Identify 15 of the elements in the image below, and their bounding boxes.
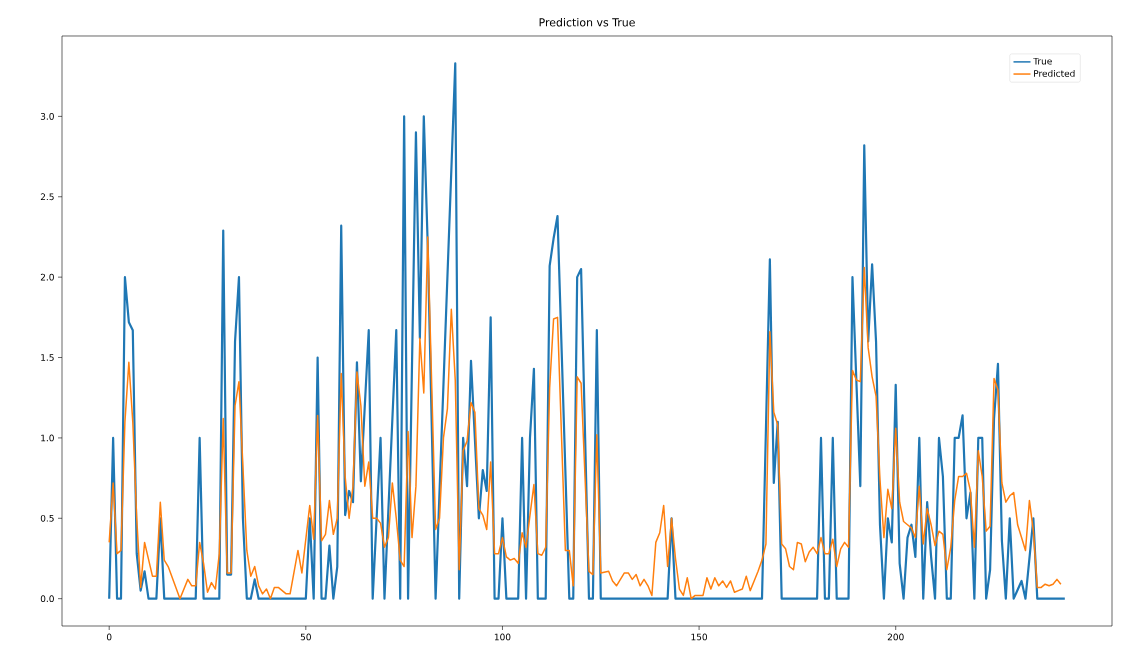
x-tick-label: 100 bbox=[494, 633, 511, 641]
x-tick-label: 0 bbox=[106, 633, 112, 641]
x-tick-label: 200 bbox=[887, 633, 904, 641]
y-tick-label: 2.5 bbox=[40, 193, 54, 201]
x-tick-label: 50 bbox=[300, 633, 311, 641]
y-tick-label: 1.5 bbox=[41, 354, 54, 361]
x-tick-label: 150 bbox=[691, 633, 708, 641]
y-tick-label: 0.0 bbox=[40, 595, 54, 603]
y-tick-label: 3.0 bbox=[40, 112, 54, 120]
chart-title: Prediction vs True bbox=[539, 18, 635, 27]
legend-label: True bbox=[1033, 57, 1052, 65]
y-tick-label: 1.0 bbox=[41, 434, 54, 442]
legend-label: Predicted bbox=[1034, 69, 1075, 77]
y-tick-label: 2.0 bbox=[40, 273, 54, 281]
y-tick-label: 0.5 bbox=[40, 514, 54, 522]
